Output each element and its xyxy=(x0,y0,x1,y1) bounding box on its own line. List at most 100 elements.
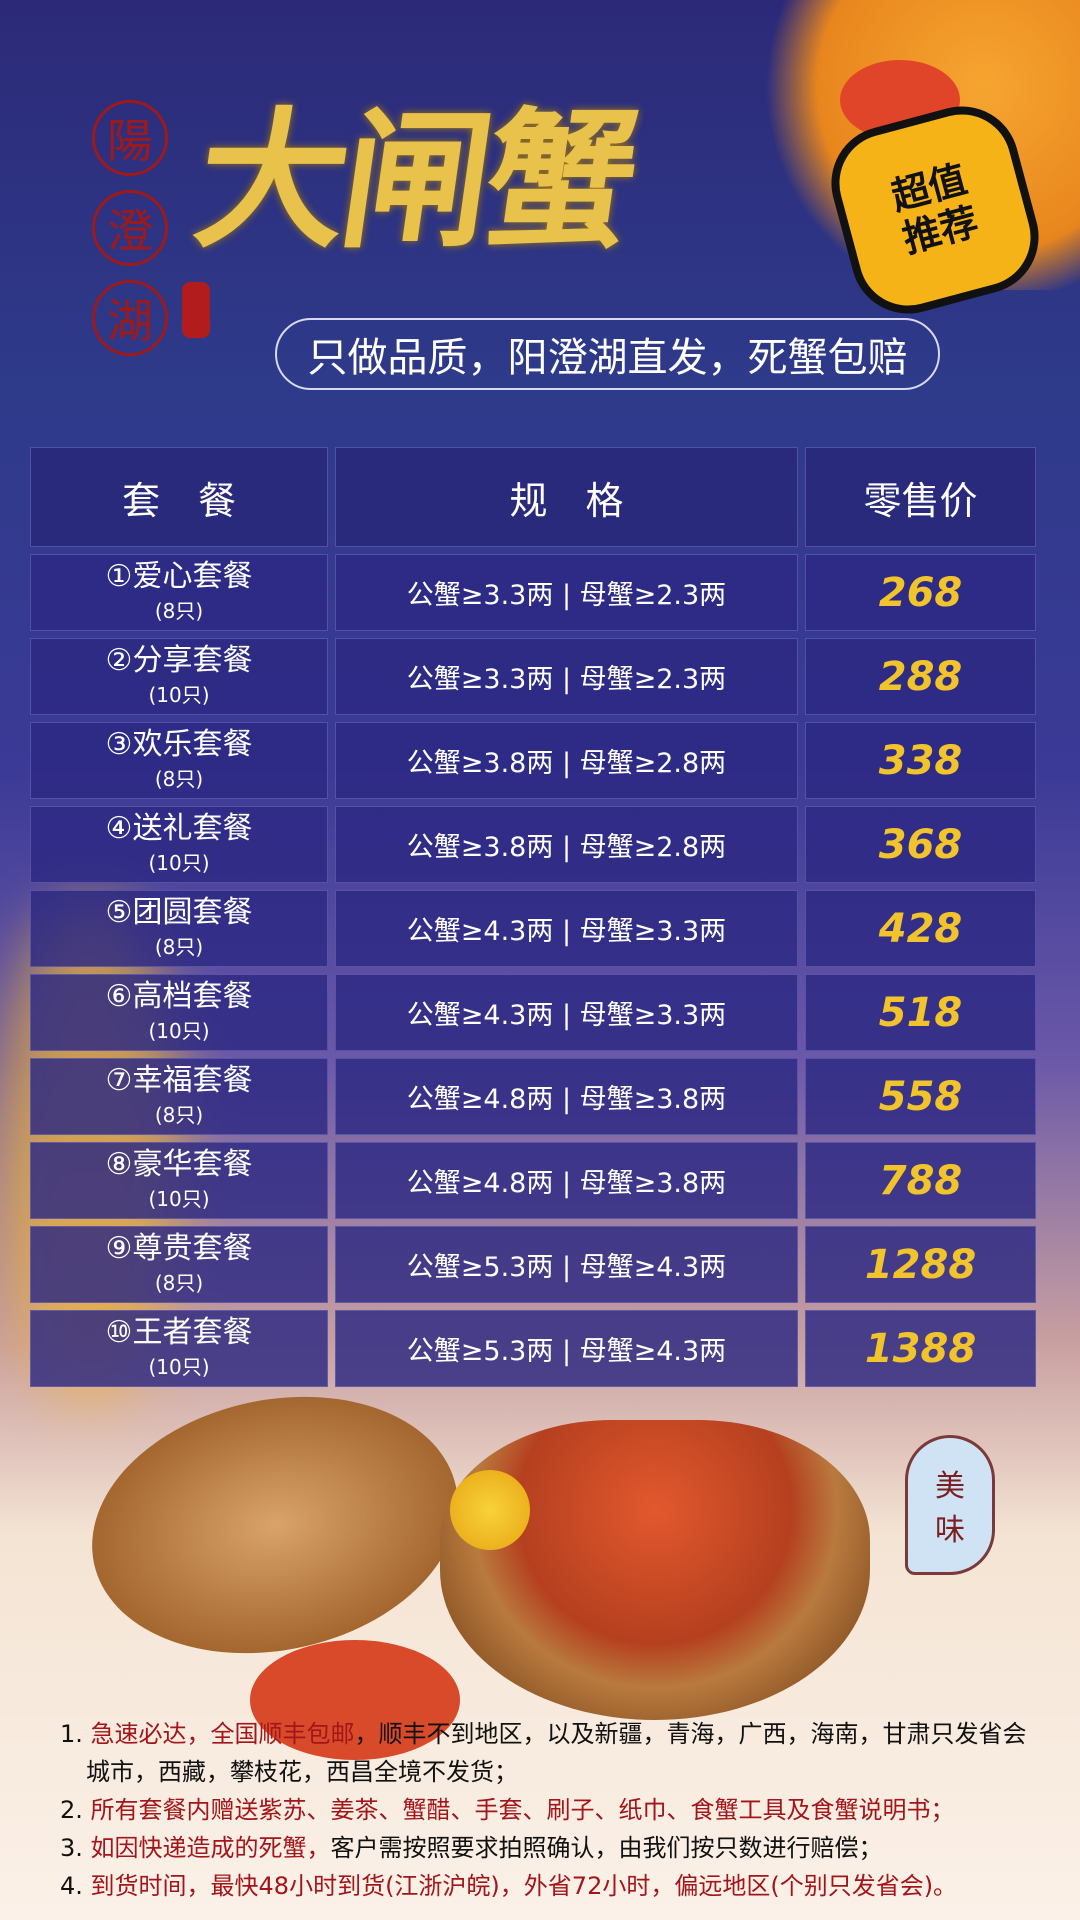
package-name: ④送礼套餐 xyxy=(105,810,253,846)
package-qty: (10只) xyxy=(148,1354,210,1379)
package-name: ⑨尊贵套餐 xyxy=(105,1230,253,1266)
header-package: 套 餐 xyxy=(30,447,328,547)
seal-char: 澄 xyxy=(92,190,168,266)
price-cell: 1388 xyxy=(805,1310,1036,1387)
header-price: 零售价 xyxy=(805,447,1036,547)
price-cell: 788 xyxy=(805,1142,1036,1219)
package-name: ②分享套餐 xyxy=(105,642,253,678)
note-highlight: 到货时间，最快48小时到货(江浙沪皖)，外省72小时，偏远地区(个别只发省会)。 xyxy=(90,1872,958,1900)
notes-list: 1. 急速必达，全国顺丰包邮，顺丰不到地区，以及新疆，青海，广西，海南，甘肃只发… xyxy=(60,1715,1050,1905)
package-cell: ③欢乐套餐 (8只) xyxy=(30,722,328,799)
spec-cell: 公蟹≥4.8两 | 母蟹≥3.8两 xyxy=(335,1142,798,1219)
table-row: ⑤团圆套餐 (8只) 公蟹≥4.3两 | 母蟹≥3.3两 428 xyxy=(30,890,1043,967)
price-cell: 268 xyxy=(805,554,1036,631)
spec-text: 公蟹≥4.3两 | 母蟹≥3.3两 xyxy=(406,1000,727,1031)
header-spec: 规 格 xyxy=(335,447,798,547)
price-value: 558 xyxy=(878,1073,963,1120)
spec-text: 公蟹≥4.8两 | 母蟹≥3.8两 xyxy=(406,1168,727,1199)
price-value: 1288 xyxy=(864,1241,977,1288)
spec-text: 公蟹≥4.8两 | 母蟹≥3.8两 xyxy=(406,1084,727,1115)
package-qty: (8只) xyxy=(154,598,204,623)
note-text: ，顺丰不到地区，以及新疆，青海，广西，海南，甘肃只发省会城市，西藏，攀枝花，西昌… xyxy=(86,1720,1027,1786)
price-value: 518 xyxy=(878,989,963,1036)
note-item: 2. 所有套餐内赠送紫苏、姜茶、蟹醋、手套、刷子、纸巾、食蟹工具及食蟹说明书； xyxy=(60,1791,1050,1829)
spec-cell: 公蟹≥3.8两 | 母蟹≥2.8两 xyxy=(335,722,798,799)
red-stamp-icon xyxy=(182,282,210,338)
slogan: 只做品质，阳澄湖直发，死蟹包赔 xyxy=(275,318,940,390)
price-table: 套 餐 规 格 零售价 ①爱心套餐 (8只) 公蟹≥3.3两 | 母蟹≥2.3两 … xyxy=(30,447,1043,1394)
package-qty: (8只) xyxy=(154,766,204,791)
package-name: ①爱心套餐 xyxy=(105,558,253,594)
spec-text: 公蟹≥3.8两 | 母蟹≥2.8两 xyxy=(406,748,727,779)
price-value: 788 xyxy=(878,1157,963,1204)
page-title: 大闸蟹 xyxy=(185,93,643,269)
package-cell: ⑦幸福套餐 (8只) xyxy=(30,1058,328,1135)
spec-cell: 公蟹≥3.3两 | 母蟹≥2.3两 xyxy=(335,554,798,631)
price-cell: 368 xyxy=(805,806,1036,883)
steamed-crabs-image xyxy=(440,1420,870,1720)
package-cell: ①爱心套餐 (8只) xyxy=(30,554,328,631)
spec-cell: 公蟹≥3.3两 | 母蟹≥2.3两 xyxy=(335,638,798,715)
package-qty: (8只) xyxy=(154,1102,204,1127)
package-name: ⑩王者套餐 xyxy=(105,1314,253,1350)
spec-text: 公蟹≥3.8两 | 母蟹≥2.8两 xyxy=(406,832,727,863)
spec-cell: 公蟹≥4.3两 | 母蟹≥3.3两 xyxy=(335,890,798,967)
note-item: 3. 如因快递造成的死蟹，客户需按照要求拍照确认，由我们按只数进行赔偿； xyxy=(60,1829,1050,1867)
taste-char: 美 xyxy=(935,1469,965,1504)
package-cell: ⑧豪华套餐 (10只) xyxy=(30,1142,328,1219)
price-value: 368 xyxy=(878,821,963,868)
crab-image xyxy=(250,1640,460,1760)
package-qty: (10只) xyxy=(148,682,210,707)
table-row: ⑥高档套餐 (10只) 公蟹≥4.3两 | 母蟹≥3.3两 518 xyxy=(30,974,1043,1051)
spec-text: 公蟹≥5.3两 | 母蟹≥4.3两 xyxy=(406,1336,727,1367)
note-number: 2. xyxy=(60,1796,91,1824)
package-cell: ④送礼套餐 (10只) xyxy=(30,806,328,883)
note-highlight: 所有套餐内赠送紫苏、姜茶、蟹醋、手套、刷子、纸巾、食蟹工具及食蟹说明书； xyxy=(90,1796,955,1824)
note-text: 客户需按照要求拍照确认，由我们按只数进行赔偿； xyxy=(330,1834,883,1862)
price-value: 288 xyxy=(878,653,963,700)
table-row: ⑨尊贵套餐 (8只) 公蟹≥5.3两 | 母蟹≥4.3两 1288 xyxy=(30,1226,1043,1303)
table-row: ⑩王者套餐 (10只) 公蟹≥5.3两 | 母蟹≥4.3两 1388 xyxy=(30,1310,1043,1387)
note-number: 1. xyxy=(60,1720,91,1748)
note-item: 1. 急速必达，全国顺丰包邮，顺丰不到地区，以及新疆，青海，广西，海南，甘肃只发… xyxy=(60,1715,1050,1791)
package-name: ⑤团圆套餐 xyxy=(105,894,253,930)
spec-cell: 公蟹≥4.8两 | 母蟹≥3.8两 xyxy=(335,1058,798,1135)
price-value: 428 xyxy=(878,905,963,952)
package-cell: ⑩王者套餐 (10只) xyxy=(30,1310,328,1387)
spec-text: 公蟹≥5.3两 | 母蟹≥4.3两 xyxy=(406,1252,727,1283)
package-qty: (10只) xyxy=(148,1186,210,1211)
price-cell: 338 xyxy=(805,722,1036,799)
price-cell: 1288 xyxy=(805,1226,1036,1303)
package-qty: (10只) xyxy=(148,850,210,875)
spec-text: 公蟹≥4.3两 | 母蟹≥3.3两 xyxy=(406,916,727,947)
table-row: ④送礼套餐 (10只) 公蟹≥3.8两 | 母蟹≥2.8两 368 xyxy=(30,806,1043,883)
price-cell: 428 xyxy=(805,890,1036,967)
table-row: ⑧豪华套餐 (10只) 公蟹≥4.8两 | 母蟹≥3.8两 788 xyxy=(30,1142,1043,1219)
spec-cell: 公蟹≥5.3两 | 母蟹≥4.3两 xyxy=(335,1226,798,1303)
taste-char: 味 xyxy=(935,1513,965,1548)
price-value: 268 xyxy=(878,569,963,616)
package-name: ⑦幸福套餐 xyxy=(105,1062,253,1098)
steamer-lid-image xyxy=(68,1364,482,1686)
price-value: 338 xyxy=(878,737,963,784)
note-highlight: 如因快递造成的死蟹， xyxy=(90,1834,331,1862)
seal-char: 陽 xyxy=(92,100,168,176)
chrysanthemum-flower-image xyxy=(450,1470,530,1550)
table-row: ①爱心套餐 (8只) 公蟹≥3.3两 | 母蟹≥2.3两 268 xyxy=(30,554,1043,631)
package-cell: ⑤团圆套餐 (8只) xyxy=(30,890,328,967)
package-cell: ⑨尊贵套餐 (8只) xyxy=(30,1226,328,1303)
table-row: ③欢乐套餐 (8只) 公蟹≥3.8两 | 母蟹≥2.8两 338 xyxy=(30,722,1043,799)
table-header: 套 餐 规 格 零售价 xyxy=(30,447,1043,547)
package-cell: ⑥高档套餐 (10只) xyxy=(30,974,328,1051)
package-qty: (10只) xyxy=(148,1018,210,1043)
spec-text: 公蟹≥3.3两 | 母蟹≥2.3两 xyxy=(406,580,727,611)
package-name: ⑧豪华套餐 xyxy=(105,1146,253,1182)
spec-cell: 公蟹≥5.3两 | 母蟹≥4.3两 xyxy=(335,1310,798,1387)
spec-text: 公蟹≥3.3两 | 母蟹≥2.3两 xyxy=(406,664,727,695)
seal-char: 湖 xyxy=(92,280,168,356)
package-name: ⑥高档套餐 xyxy=(105,978,253,1014)
package-qty: (8只) xyxy=(154,1270,204,1295)
delicious-tag: 美 味 xyxy=(905,1435,995,1575)
package-qty: (8只) xyxy=(154,934,204,959)
note-number: 4. xyxy=(60,1872,91,1900)
